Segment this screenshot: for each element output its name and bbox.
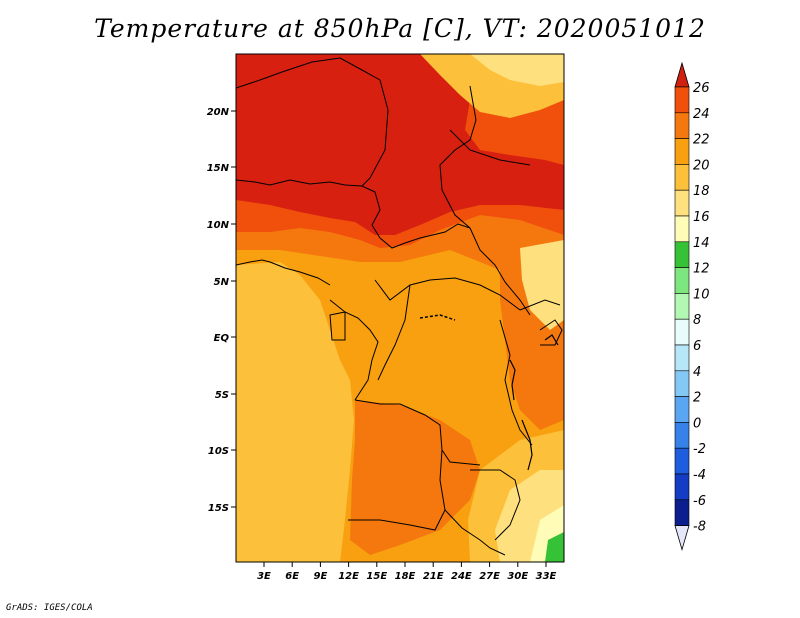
y-tick-label: 10N	[207, 220, 230, 231]
x-tick-label: 9E	[314, 571, 328, 582]
y-axis: 20N 15N 10N 5N EQ 5S 10S 15S	[207, 107, 236, 514]
colorbar-segment	[674, 318, 690, 346]
colorbar-segment	[674, 138, 690, 165]
colorbar-label: -4	[693, 468, 706, 483]
colorbar-label: 6	[693, 339, 701, 354]
colorbar-label: 2	[693, 391, 701, 406]
colorbar-segment	[674, 396, 690, 423]
x-tick-label: 27E	[479, 571, 500, 582]
field-ne-16	[470, 54, 564, 86]
y-tick-label: 5N	[214, 277, 230, 288]
grads-credit: GrADS: IGES/COLA	[6, 603, 93, 613]
colorbar-segment	[674, 499, 690, 526]
country-borders	[236, 57, 563, 556]
colorbar-under-triangle	[674, 525, 690, 552]
field-ethiopia-16	[520, 240, 564, 330]
colorbar-label: 16	[693, 210, 710, 225]
x-tick-label: 18E	[395, 571, 416, 582]
y-tick-label: 15N	[207, 163, 230, 174]
colorbar-segment	[674, 215, 690, 243]
x-tick-label: 21E	[423, 571, 444, 582]
y-tick-label: 20N	[207, 107, 230, 118]
river-dashes	[419, 314, 456, 321]
colorbar-segment	[674, 447, 690, 475]
field-west-ocean-18	[236, 300, 300, 562]
colorbar-segment	[674, 241, 690, 268]
x-tick-label: 12E	[338, 571, 359, 582]
lakes	[509, 334, 559, 471]
colorbar-segment	[674, 344, 690, 372]
y-tick-label: EQ	[214, 333, 230, 344]
y-tick-label: 5S	[215, 390, 229, 401]
colorbar-label: 4	[693, 365, 701, 380]
chart-title: Temperature at 850hPa [C], VT: 202005101…	[94, 14, 706, 43]
colorbar-over-triangle	[674, 61, 690, 88]
colorbar-label: -8	[693, 520, 706, 535]
colorbar-segment	[674, 164, 690, 191]
x-tick-label: 15E	[366, 571, 387, 582]
field-south-22	[350, 400, 480, 555]
colorbar-label: 14	[693, 236, 710, 251]
colorbar-segment	[674, 370, 690, 397]
colorbar-segment	[674, 293, 690, 320]
colorbar-label: 8	[693, 313, 701, 328]
x-tick-label: 30E	[507, 571, 528, 582]
colorbar-segment	[674, 189, 690, 217]
y-tick-label: 15S	[208, 503, 229, 514]
colorbar-segment	[674, 473, 690, 501]
map-frame	[235, 53, 565, 563]
colorbar-label: 22	[693, 133, 710, 148]
colorbar-segment	[674, 86, 690, 114]
x-tick-label: 24E	[451, 571, 472, 582]
x-tick-label: 3E	[257, 571, 271, 582]
colorbar-label: -2	[693, 442, 706, 457]
colorbar-label: 18	[693, 184, 710, 199]
colorbar-label: 12	[693, 262, 710, 277]
colorbar-segment	[674, 112, 690, 139]
colorbar-label: -6	[693, 494, 706, 509]
field-se-12	[545, 532, 564, 562]
colorbar-label: 0	[693, 416, 701, 431]
colorbar-segment	[674, 267, 690, 294]
x-tick-label: 33E	[536, 571, 557, 582]
colorbar-label: 26	[693, 81, 710, 96]
x-tick-label: 6E	[285, 571, 299, 582]
y-tick-label: 10S	[208, 446, 229, 457]
colorbar-label: 24	[693, 107, 710, 122]
colorbar-label: 20	[693, 158, 710, 173]
temperature-map	[236, 54, 564, 562]
x-axis: 3E 6E 9E 12E 15E 18E 21E 24E 27E 30E 33E	[257, 562, 557, 582]
colorbar-label: 10	[693, 287, 710, 302]
colorbar-segment	[674, 422, 690, 449]
field-over-26	[236, 54, 564, 235]
